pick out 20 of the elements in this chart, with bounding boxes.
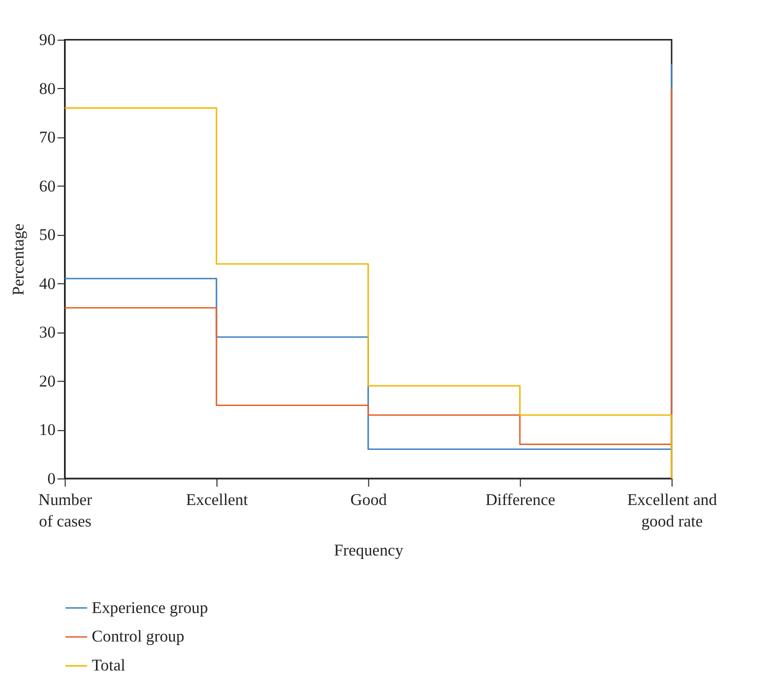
legend-label: Total [92, 656, 126, 675]
y-tick-label: 40 [39, 274, 56, 293]
x-tick-label: Difference [485, 490, 556, 510]
x-axis-title: Frequency [334, 540, 404, 560]
y-tick-label: 10 [39, 420, 56, 440]
y-axis-title: Percentage [8, 224, 28, 296]
y-tick-label: 0 [47, 468, 56, 488]
y-tick-label: 90 [39, 30, 56, 50]
legend-label: Experience group [92, 598, 208, 617]
x-tick-label: Number of cases [38, 490, 93, 530]
y-tick-label: 60 [39, 176, 56, 196]
y-tick-label: 30 [39, 322, 56, 342]
y-tick-label: 50 [39, 225, 56, 244]
x-tick-label: Excellent [186, 490, 248, 510]
x-tick-label: Good [350, 490, 387, 510]
legend-label: Control group [92, 626, 184, 646]
y-tick-label: 70 [39, 128, 56, 147]
y-tick-label: 20 [39, 371, 56, 390]
x-tick-label: Excellent and good rate [627, 490, 717, 530]
y-tick-label: 80 [39, 78, 56, 98]
